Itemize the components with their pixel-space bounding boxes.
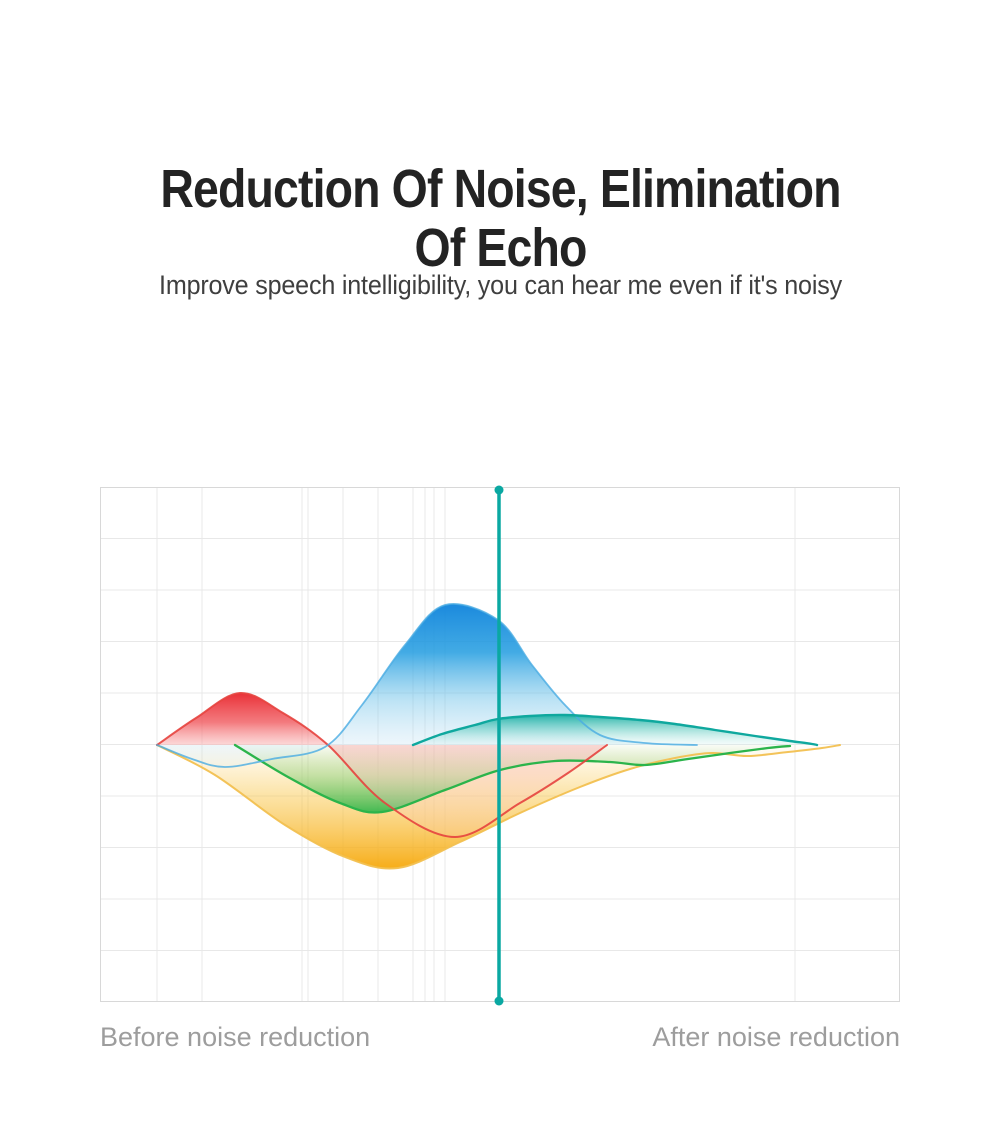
yellow-wave-line: [156, 744, 841, 870]
divider-top-dot: [494, 485, 504, 495]
green-wave-line: [233, 743, 792, 814]
waveform-svg: [100, 485, 900, 1006]
teal-wave-line: [411, 713, 819, 747]
page-title-line1: Reduction Of Noise, Elimination: [160, 159, 841, 220]
chart-captions: Before noise reduction After noise reduc…: [100, 1022, 900, 1053]
teal-wave-fill: [413, 714, 817, 745]
before-noise-label: Before noise reduction: [100, 1022, 371, 1052]
page-title-line2: Of Echo: [414, 218, 587, 279]
red-wave-line: [156, 691, 608, 839]
page-subtitle: Improve speech intelligibility, you can …: [159, 270, 842, 300]
divider-bottom-dot: [494, 996, 504, 1006]
blue-wave-line: [156, 603, 698, 768]
noise-reduction-chart: [100, 485, 900, 1006]
red-wave-fill: [157, 692, 607, 837]
after-noise-label: After noise reduction: [652, 1022, 900, 1052]
page-title: Reduction Of Noise, Elimination Of Echo: [70, 160, 931, 278]
